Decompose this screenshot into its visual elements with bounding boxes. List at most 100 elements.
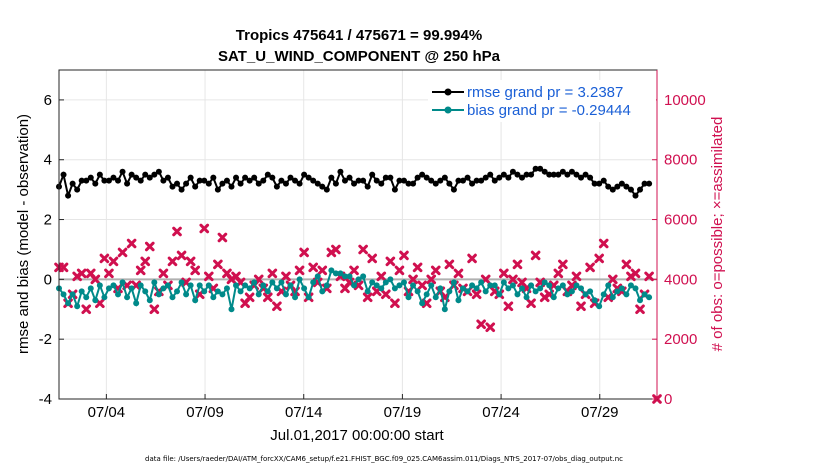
obs-marker-stroke <box>144 241 155 252</box>
obs-marker <box>553 268 564 279</box>
bias-point <box>450 279 457 286</box>
obs-marker-stroke <box>412 262 423 273</box>
rmse-point <box>292 177 299 184</box>
obs-marker-stroke <box>485 322 496 333</box>
bias-point <box>564 291 571 298</box>
obs-marker <box>317 265 328 276</box>
rmse-point <box>410 180 417 187</box>
obs-marker-stroke <box>299 247 309 258</box>
rmse-point <box>78 177 85 184</box>
obs-marker-stroke <box>508 274 518 285</box>
rmse-point <box>264 171 271 178</box>
tick-label-left: -4 <box>39 391 52 408</box>
x-axis-ticks: 07/04 07/09 07/14 07/19 07/24 07/29 <box>88 394 619 421</box>
rmse-point <box>187 174 194 181</box>
bias-point <box>618 285 625 292</box>
rmse-point <box>146 174 153 181</box>
rmse-point <box>124 180 131 187</box>
rmse-point <box>437 177 444 184</box>
obs-marker-stroke <box>199 223 210 234</box>
rmse-point <box>260 177 267 184</box>
tick-label-left: 2 <box>44 212 52 229</box>
obs-marker <box>117 247 128 258</box>
obs-marker <box>390 298 400 309</box>
obs-marker <box>203 271 214 282</box>
rmse-point <box>391 186 398 193</box>
bias-point <box>228 306 235 313</box>
rmse-point <box>323 186 330 193</box>
bias-point <box>223 285 230 292</box>
obs-marker-stroke <box>553 268 564 279</box>
bias-point <box>205 282 212 289</box>
bias-point <box>373 282 380 289</box>
data-file-footer: data file: /Users/raeder/DAI/ATM_forcXX/… <box>145 455 623 463</box>
obs-marker <box>394 265 405 276</box>
obs-marker <box>217 232 228 243</box>
bias-point <box>423 291 430 298</box>
obs-marker-stroke <box>358 244 368 255</box>
series-layer <box>54 165 662 404</box>
bias-point <box>637 297 644 304</box>
bias-point <box>528 282 535 289</box>
legend-rmse-marker <box>444 88 452 96</box>
bias-point <box>555 285 562 292</box>
rmse-point <box>110 174 117 181</box>
rmse-point <box>332 180 339 187</box>
bias-point <box>174 288 181 295</box>
rmse-point <box>69 180 76 187</box>
obs-marker <box>417 280 427 291</box>
bias-point <box>60 291 67 298</box>
obs-marker-stroke <box>85 268 96 279</box>
obs-marker <box>149 304 160 315</box>
rmse-point <box>505 174 512 181</box>
obs-marker <box>408 274 418 285</box>
rmse-point <box>500 171 507 178</box>
bias-point <box>278 279 285 286</box>
rmse-point <box>446 180 453 187</box>
bias-point <box>632 285 639 292</box>
obs-marker-stroke <box>222 268 232 279</box>
rmse-point <box>210 174 217 181</box>
bias-point <box>351 282 358 289</box>
rmse-point <box>396 177 403 184</box>
rmse-point <box>346 174 353 181</box>
obs-marker <box>503 301 514 312</box>
bias-point <box>437 285 444 292</box>
obs-marker-stroke <box>376 271 387 282</box>
legend-bias-label: bias grand pr = -0.29444 <box>467 102 631 119</box>
obs-marker <box>126 238 137 249</box>
rmse-point <box>87 174 94 181</box>
rmse-point <box>133 174 140 181</box>
obs-marker-stroke <box>426 274 437 285</box>
rmse-point <box>205 180 212 187</box>
obs-marker <box>104 268 114 279</box>
bias-point <box>364 288 371 295</box>
rmse-point <box>196 177 203 184</box>
bias-point <box>473 285 480 292</box>
bias-point <box>541 279 548 286</box>
obs-marker-stroke <box>576 301 586 312</box>
rmse-point <box>623 183 630 190</box>
rmse-point <box>101 177 108 184</box>
bias-point <box>282 291 289 298</box>
obs-marker <box>644 271 654 282</box>
rmse-point <box>174 180 181 187</box>
bias-point <box>115 291 122 298</box>
obs-marker-stroke <box>272 301 282 312</box>
rmse-point <box>637 186 644 193</box>
obs-marker-stroke <box>567 280 577 291</box>
bias-point <box>405 294 412 301</box>
rmse-point <box>573 171 580 178</box>
obs-marker <box>499 268 509 279</box>
obs-marker-stroke <box>467 253 477 264</box>
bias-point <box>491 282 498 289</box>
bias-point <box>133 300 140 307</box>
obs-marker <box>281 271 291 282</box>
rmse-point <box>137 177 144 184</box>
obs-marker <box>430 265 441 276</box>
rmse-point <box>164 174 171 181</box>
tick-label-right: 2000 <box>664 331 697 348</box>
obs-marker-stroke <box>317 265 328 276</box>
obs-marker <box>476 319 486 330</box>
obs-marker-stroke <box>517 277 527 288</box>
